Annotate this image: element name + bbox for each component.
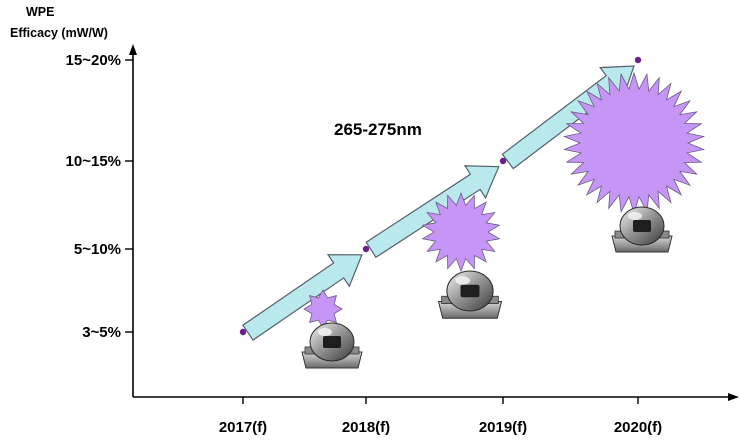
trend-arrow	[242, 254, 363, 341]
light-burst-icon	[303, 289, 343, 329]
y-axis-title-line1: WPE	[26, 5, 54, 19]
y-tick-label: 10~15%	[66, 153, 121, 170]
y-tick-label: 5~10%	[74, 241, 121, 258]
data-point	[239, 328, 247, 336]
uv-led-package-icon	[611, 206, 673, 253]
data-point	[634, 56, 642, 64]
x-tick-label: 2019(f)	[479, 419, 527, 436]
y-axis-title-line2: Efficacy (mW/W)	[10, 26, 108, 40]
y-tick-label: 3~5%	[82, 324, 121, 341]
x-tick-label: 2020(f)	[614, 419, 662, 436]
y-tick-label: 15~20%	[66, 52, 121, 69]
data-point	[362, 245, 370, 253]
trend-arrow	[365, 165, 500, 259]
x-tick-label: 2017(f)	[219, 419, 267, 436]
light-burst-icon	[421, 191, 501, 273]
x-tick-label: 2018(f)	[342, 419, 390, 436]
y-axis-arrowhead	[129, 44, 137, 55]
x-axis-arrowhead	[728, 393, 739, 401]
wavelength-annotation: 265-275nm	[334, 120, 422, 139]
uv-led-package-icon	[437, 270, 503, 319]
uv-led-package-icon	[301, 322, 363, 369]
data-point	[499, 157, 507, 165]
